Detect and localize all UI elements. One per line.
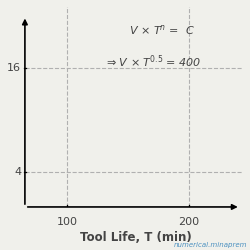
Text: 100: 100 [57,218,78,228]
Text: ⇒ V × T$^{0.5}$ = 400: ⇒ V × T$^{0.5}$ = 400 [106,53,201,70]
Text: numerical.minaprem: numerical.minaprem [174,242,248,248]
Text: V × T$^{n}$ =  C: V × T$^{n}$ = C [130,23,195,37]
Text: Tool Life, T (min): Tool Life, T (min) [80,231,191,244]
Text: 4: 4 [14,167,21,177]
Text: 16: 16 [7,63,21,73]
Text: 200: 200 [178,218,199,228]
